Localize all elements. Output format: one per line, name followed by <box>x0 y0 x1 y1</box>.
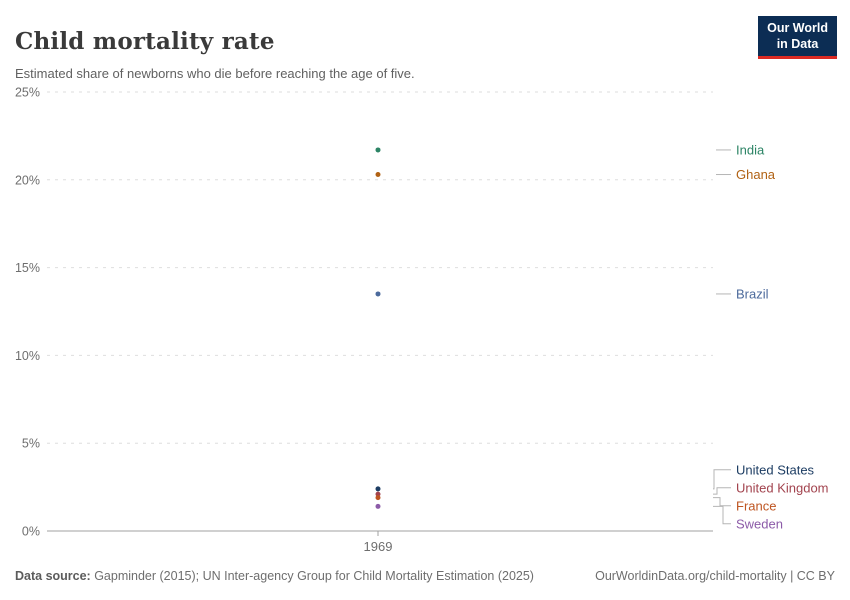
data-point-brazil[interactable] <box>375 291 381 297</box>
y-tick-label-0: 0% <box>22 525 40 539</box>
entity-label-sweden[interactable]: Sweden <box>736 516 783 531</box>
attribution-link[interactable]: OurWorldinData.org/child-mortality | CC … <box>595 569 835 583</box>
y-tick-label-15: 15% <box>15 261 40 275</box>
owid-logo[interactable]: Our World in Data <box>758 16 837 59</box>
data-point-ghana[interactable] <box>375 172 381 178</box>
y-tick-label-25: 25% <box>15 86 40 100</box>
entity-label-brazil[interactable]: Brazil <box>736 286 769 301</box>
label-connector-united-states <box>713 469 731 490</box>
entity-label-france[interactable]: France <box>736 498 776 513</box>
entity-label-united-kingdom[interactable]: United Kingdom <box>736 480 829 495</box>
y-tick-label-10: 10% <box>15 349 40 363</box>
owid-logo-line1: Our World <box>767 21 828 35</box>
data-source-text: Gapminder (2015); UN Inter-agency Group … <box>90 569 534 583</box>
chart-subtitle: Estimated share of newborns who die befo… <box>15 66 415 81</box>
page-title: Child mortality rate <box>15 28 275 56</box>
x-tick-label-1969: 1969 <box>364 539 393 554</box>
data-point-united-kingdom[interactable] <box>375 491 381 497</box>
owid-logo-line2: in Data <box>776 37 819 52</box>
entity-label-united-states[interactable]: United States <box>736 462 815 477</box>
data-source-note: Data source: Gapminder (2015); UN Inter-… <box>15 569 534 583</box>
y-tick-label-5: 5% <box>22 437 40 451</box>
data-point-sweden[interactable] <box>375 503 381 509</box>
label-connector-united-kingdom <box>713 487 731 495</box>
data-point-india[interactable] <box>375 147 381 153</box>
chart-footer: Data source: Gapminder (2015); UN Inter-… <box>15 569 835 583</box>
label-connector-france <box>713 497 731 507</box>
data-point-france[interactable] <box>375 495 381 501</box>
entity-label-india[interactable]: India <box>736 142 765 157</box>
label-connector-sweden <box>713 505 731 525</box>
data-point-united-states[interactable] <box>375 486 381 492</box>
entity-label-ghana[interactable]: Ghana <box>736 167 776 182</box>
data-source-label: Data source: <box>15 569 91 583</box>
y-tick-label-20: 20% <box>15 173 40 187</box>
